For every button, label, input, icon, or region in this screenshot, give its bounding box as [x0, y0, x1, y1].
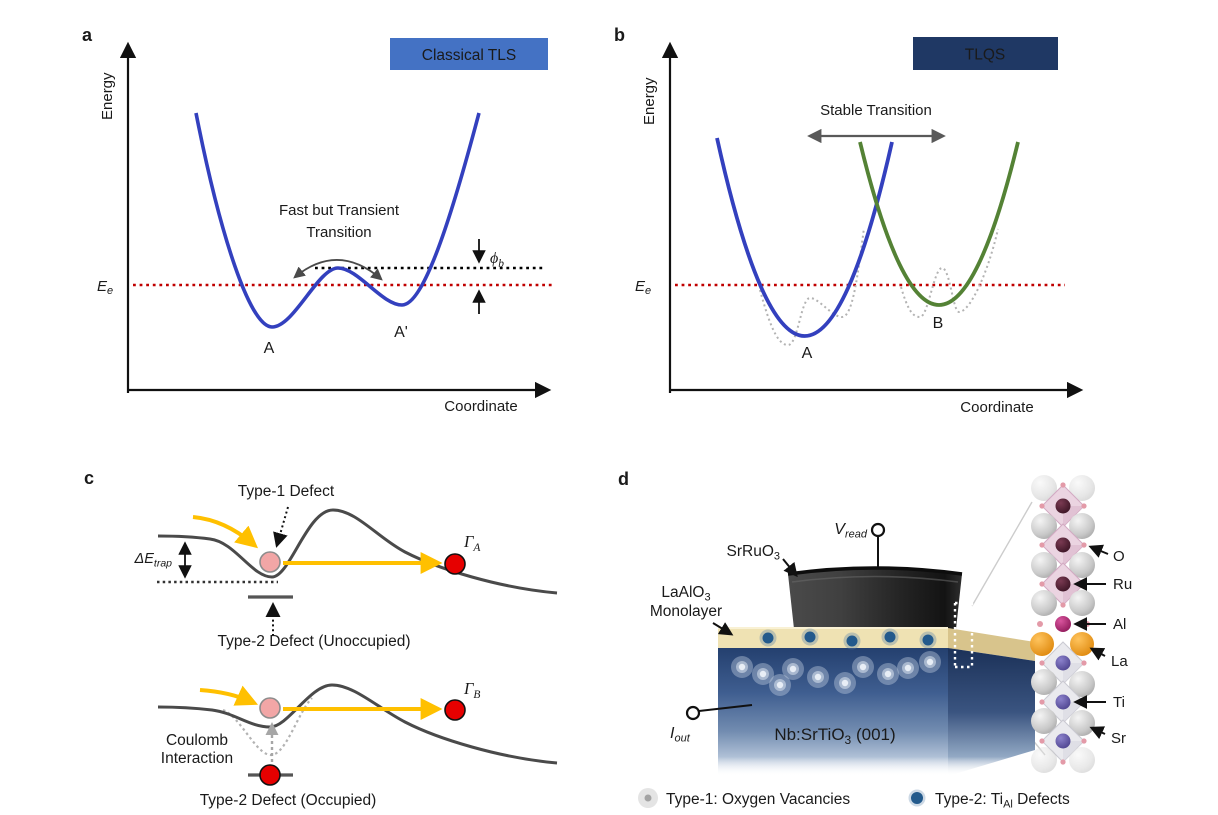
atomic-structure-column: [1030, 475, 1095, 773]
sr-atom: [1069, 513, 1095, 539]
double-well-curve: [194, 112, 481, 329]
srruo3-pointer-arrow: [782, 558, 798, 578]
panel-d-label: d: [618, 469, 629, 489]
i-out-label: Iout: [670, 725, 691, 745]
panel-b-energy-diagram: b Energy Coordinate TLQS Stable Transiti…: [614, 25, 1084, 416]
type1-defect-pointer-arrow: [273, 506, 289, 548]
sr-atom: [1031, 708, 1057, 734]
atom-labels: O Ru Al La Ti Sr: [1073, 544, 1132, 747]
transition-annotation-line2: Transition: [306, 224, 371, 241]
srruo3-electrode: [788, 568, 962, 629]
sr-atom: [1069, 552, 1095, 578]
tlqs-badge-label: TLQS: [965, 47, 1005, 64]
ee-label: Ee: [635, 278, 651, 297]
sr-atom: [1031, 552, 1057, 578]
gamma-b-electron-circle: [444, 699, 466, 721]
transition-annotation-line1: Fast but Transient: [279, 202, 400, 219]
y-axis-title: Energy: [99, 72, 116, 120]
electron-capture-arrow-top: [192, 515, 259, 549]
state-a-label: A: [802, 345, 813, 362]
substrate-side-face: [948, 648, 1035, 776]
al-atom-label: Al: [1113, 616, 1126, 633]
delta-e-trap-label: ΔEtrap: [134, 551, 173, 570]
laalo3-pointer-arrow: [712, 622, 734, 636]
panel-d-device-schematic: d Vread SrRuO3 LaAlO3 Monolayer: [618, 469, 1132, 811]
sr-atom-label: Sr: [1111, 730, 1126, 747]
trapped-electron-circle-bottom: [259, 697, 281, 719]
sr-atom: [1031, 513, 1057, 539]
o-atom-label: O: [1113, 548, 1125, 565]
panel-c-label: c: [84, 468, 94, 488]
phi-b-label: ϕb: [490, 250, 504, 270]
panel-c-defect-diagram: c Type-1 Defect ΔEtrap ΓA Type-2 Defect …: [84, 468, 558, 809]
classical-tls-badge: [390, 38, 548, 70]
srruo3-label: SrRuO3: [727, 543, 781, 563]
ru-atom-label: Ru: [1113, 576, 1132, 593]
x-axis-title: Coordinate: [444, 398, 517, 415]
legend: Type-1: Oxygen Vacancies Type-2: TiAl De…: [638, 788, 1070, 811]
parabola-a: [715, 137, 894, 338]
la-atom: [1030, 632, 1054, 656]
type2-defect-dots: [759, 628, 937, 650]
coulomb-label-line2: Interaction: [161, 750, 233, 767]
sr-atom: [1031, 669, 1057, 695]
y-axis-title: Energy: [641, 77, 658, 125]
coulomb-label-line1: Coulomb: [166, 732, 228, 749]
x-axis-title: Coordinate: [960, 399, 1033, 416]
gamma-a-electron-circle: [444, 553, 466, 575]
type2-legend-label: Type-2: TiAl Defects: [935, 791, 1070, 811]
v-read-label: Vread: [834, 521, 868, 541]
i-out-wire: [698, 704, 753, 712]
ti-atom-label: Ti: [1113, 694, 1125, 711]
type1-defect-label: Type-1 Defect: [238, 483, 335, 500]
tlqs-badge: [913, 37, 1058, 70]
type2-unoccupied-label: Type-2 Defect (Unoccupied): [218, 633, 411, 650]
type2-occupied-electron-circle: [259, 764, 281, 786]
zoom-connector-top: [971, 501, 1033, 607]
laalo3-label-line1: LaAlO3: [661, 584, 710, 604]
laalo3-front-face: [718, 628, 948, 648]
gamma-a-label: ΓA: [463, 532, 481, 554]
transition-curved-arrow: [293, 259, 383, 281]
al-atom: [1055, 616, 1071, 632]
classical-tls-badge-label: Classical TLS: [422, 47, 516, 64]
stable-transition-annotation: Stable Transition: [820, 102, 932, 119]
potential-curve-occupied: [157, 683, 558, 765]
state-a-label: A: [264, 340, 275, 357]
gamma-b-label: ΓB: [463, 679, 480, 701]
electron-capture-arrow-bottom: [199, 685, 259, 706]
state-b-label: B: [933, 315, 944, 332]
la-atom: [1070, 632, 1094, 656]
electrode-top-edge: [787, 566, 963, 576]
parabola-b: [858, 141, 1020, 307]
laalo3-label-line2: Monolayer: [650, 603, 722, 620]
type1-vacancy-dots: [731, 651, 941, 696]
ee-label: Ee: [97, 278, 113, 297]
sr-atom: [1069, 710, 1095, 736]
trapped-electron-circle-top: [259, 551, 281, 573]
state-a-prime-label: A': [394, 324, 408, 341]
laalo3-side-face: [948, 628, 1035, 661]
i-out-terminal-circle: [685, 705, 701, 721]
sr-atom: [1069, 590, 1095, 616]
o-atom: [1037, 621, 1043, 627]
v-read-terminal-circle: [870, 522, 886, 538]
sr-atom: [1031, 590, 1057, 616]
panel-a-energy-diagram: a Energy Coordinate Classical TLS ϕb Fas…: [82, 25, 552, 415]
panel-b-label: b: [614, 25, 625, 45]
panel-a-label: a: [82, 25, 93, 45]
type1-legend-label: Type-1: Oxygen Vacancies: [666, 791, 850, 808]
la-atom-label: La: [1111, 653, 1128, 670]
zoom-region-dashed-box: [953, 601, 974, 669]
type2-occupied-label: Type-2 Defect (Occupied): [200, 792, 377, 809]
electrode-highlight: [791, 575, 959, 583]
sr-atom: [1069, 671, 1095, 697]
substrate-label: Nb:SrTiO3 (001): [774, 725, 895, 747]
